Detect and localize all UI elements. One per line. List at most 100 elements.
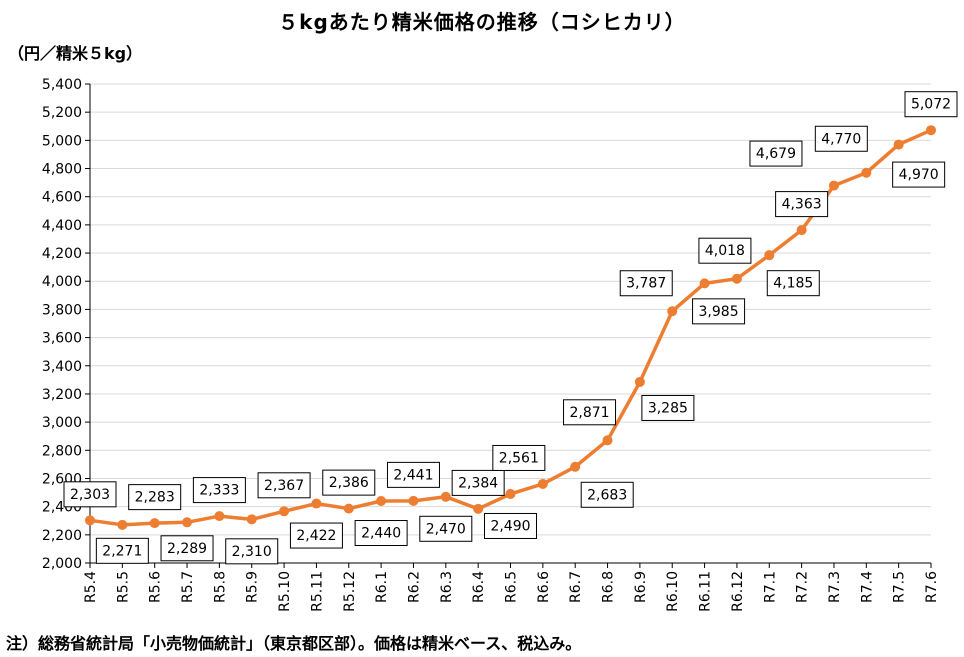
data-point: [149, 518, 160, 529]
y-tick-label: 5,200: [42, 105, 82, 121]
data-label-box: [814, 125, 868, 152]
data-label: 2,470: [426, 521, 466, 537]
x-tick-label: R6.12: [730, 571, 746, 612]
data-label-box: [322, 469, 376, 496]
x-tick-label: R6.10: [665, 571, 681, 612]
data-point: [667, 306, 678, 317]
data-point: [926, 125, 936, 136]
data-point: [602, 435, 613, 446]
x-tick-label: R6.3: [439, 571, 455, 603]
data-label: 2,271: [102, 543, 142, 559]
data-label: 2,386: [329, 475, 369, 491]
data-label-box: [451, 469, 505, 496]
data-label-box: [386, 461, 440, 488]
x-tick-label: R6.7: [568, 571, 584, 603]
y-tick-label: 4,600: [42, 190, 82, 206]
data-label: 4,018: [705, 243, 745, 259]
data-label-box: [192, 477, 246, 504]
data-point: [85, 515, 95, 526]
x-tick-label: R5.11: [309, 571, 325, 612]
x-tick-label: R6.4: [471, 571, 487, 603]
data-label-box: [63, 481, 117, 508]
data-label: 2,310: [232, 544, 272, 560]
y-tick-label: 3,800: [42, 302, 82, 318]
data-label-box: [904, 91, 958, 118]
y-axis-unit-label: （円／精米５kg）: [8, 44, 143, 63]
data-label: 2,561: [499, 450, 539, 466]
data-label: 2,283: [135, 490, 175, 506]
x-tick-label: R7.1: [762, 571, 778, 603]
x-tick-label: R5.12: [342, 571, 358, 612]
data-label: 2,441: [393, 467, 433, 483]
data-point: [731, 273, 742, 284]
y-tick-label: 3,200: [42, 387, 82, 403]
data-point: [764, 250, 775, 261]
data-label-box: [289, 522, 343, 549]
y-tick-label: 4,200: [42, 246, 82, 262]
data-point: [893, 139, 904, 150]
data-label-box: [892, 161, 946, 188]
x-tick-label: R5.8: [212, 571, 228, 603]
data-point: [117, 519, 128, 530]
data-point: [343, 503, 354, 514]
data-label: 4,770: [821, 131, 861, 147]
data-point: [440, 491, 451, 502]
data-point: [311, 498, 322, 509]
y-tick-label: 2,200: [42, 528, 82, 544]
data-label: 5,072: [911, 97, 951, 113]
x-tick-label: R7.3: [827, 571, 843, 603]
y-tick-label: 5,000: [42, 133, 82, 149]
data-label-box: [775, 191, 829, 218]
data-label: 2,333: [199, 483, 239, 499]
y-tick-label: 5,400: [42, 77, 82, 93]
x-tick-label: R5.9: [245, 571, 261, 603]
data-label: 2,303: [70, 487, 110, 503]
chart-title: ５kgあたり精米価格の推移（コシヒカリ）: [278, 10, 686, 34]
source-note: 注）総務省統計局「小売物価統計」（東京都区部）。価格は精米ベース、税込み。: [6, 634, 582, 653]
data-label-box: [766, 270, 820, 297]
data-label-box: [484, 512, 537, 539]
y-tick-label: 4,400: [42, 218, 82, 234]
data-label: 4,970: [899, 167, 939, 183]
series-line: [85, 125, 936, 530]
y-tick-label: 4,800: [42, 162, 82, 178]
data-point: [861, 167, 872, 178]
data-label-box: [749, 140, 803, 167]
x-tick-label: R5.7: [180, 571, 196, 603]
data-label-box: [698, 237, 752, 264]
x-tick-label: R6.11: [698, 571, 714, 612]
y-tick-label: 3,000: [42, 415, 82, 431]
y-tick-label: 3,400: [42, 359, 82, 375]
data-label: 2,384: [458, 475, 498, 491]
x-axis: R5.4 R5.5 R5.6 R5.7 R5.8 R5.9 R5.10 R5.11 R5.12 R…: [83, 562, 940, 612]
data-label-box: [128, 484, 182, 511]
x-tick-label: R7.5: [892, 571, 908, 603]
x-tick-label: R6.9: [633, 571, 649, 603]
data-point: [279, 506, 290, 517]
data-label-box: [641, 394, 695, 421]
data-label: 4,363: [782, 197, 822, 213]
data-point: [182, 517, 193, 528]
data-point: [214, 511, 225, 522]
data-point: [376, 496, 387, 507]
x-tick-label: R6.6: [536, 571, 552, 603]
data-label: 2,490: [490, 518, 530, 534]
data-point: [473, 503, 484, 514]
data-point: [634, 376, 645, 387]
x-tick-label: R5.5: [115, 571, 131, 603]
data-label: 2,871: [569, 405, 609, 421]
x-tick-label: R6.2: [406, 571, 422, 603]
data-point: [796, 225, 807, 236]
y-tick-label: 3,600: [42, 331, 82, 347]
data-label: 2,367: [264, 478, 304, 494]
data-label-box: [419, 515, 473, 542]
y-tick-label: 4,000: [42, 274, 82, 290]
data-point: [570, 461, 581, 472]
data-label-box: [492, 444, 546, 471]
x-tick-label: R7.2: [795, 571, 811, 603]
data-point: [505, 488, 516, 499]
data-label: 4,185: [773, 276, 813, 292]
data-label-box: [95, 537, 149, 564]
data-label-box: [257, 472, 311, 499]
